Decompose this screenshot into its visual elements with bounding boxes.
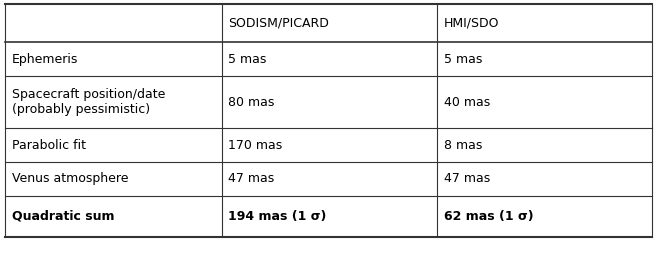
Text: SODISM/PICARD: SODISM/PICARD xyxy=(229,17,329,30)
Text: 40 mas: 40 mas xyxy=(443,96,490,109)
Text: Spacecraft position/date
(probably pessimistic): Spacecraft position/date (probably pessi… xyxy=(12,88,165,116)
Text: Venus atmosphere: Venus atmosphere xyxy=(12,172,128,185)
Text: Parabolic fit: Parabolic fit xyxy=(12,139,86,152)
Text: 47 mas: 47 mas xyxy=(229,172,275,185)
Text: 5 mas: 5 mas xyxy=(229,53,267,66)
Text: 8 mas: 8 mas xyxy=(443,139,482,152)
Text: HMI/SDO: HMI/SDO xyxy=(443,17,499,30)
Text: 170 mas: 170 mas xyxy=(229,139,283,152)
Text: 194 mas (1 σ): 194 mas (1 σ) xyxy=(229,210,327,223)
Text: 62 mas (1 σ): 62 mas (1 σ) xyxy=(443,210,533,223)
Text: 47 mas: 47 mas xyxy=(443,172,490,185)
Text: Ephemeris: Ephemeris xyxy=(12,53,78,66)
Text: Quadratic sum: Quadratic sum xyxy=(12,210,114,223)
Text: 5 mas: 5 mas xyxy=(443,53,482,66)
Text: 80 mas: 80 mas xyxy=(229,96,275,109)
